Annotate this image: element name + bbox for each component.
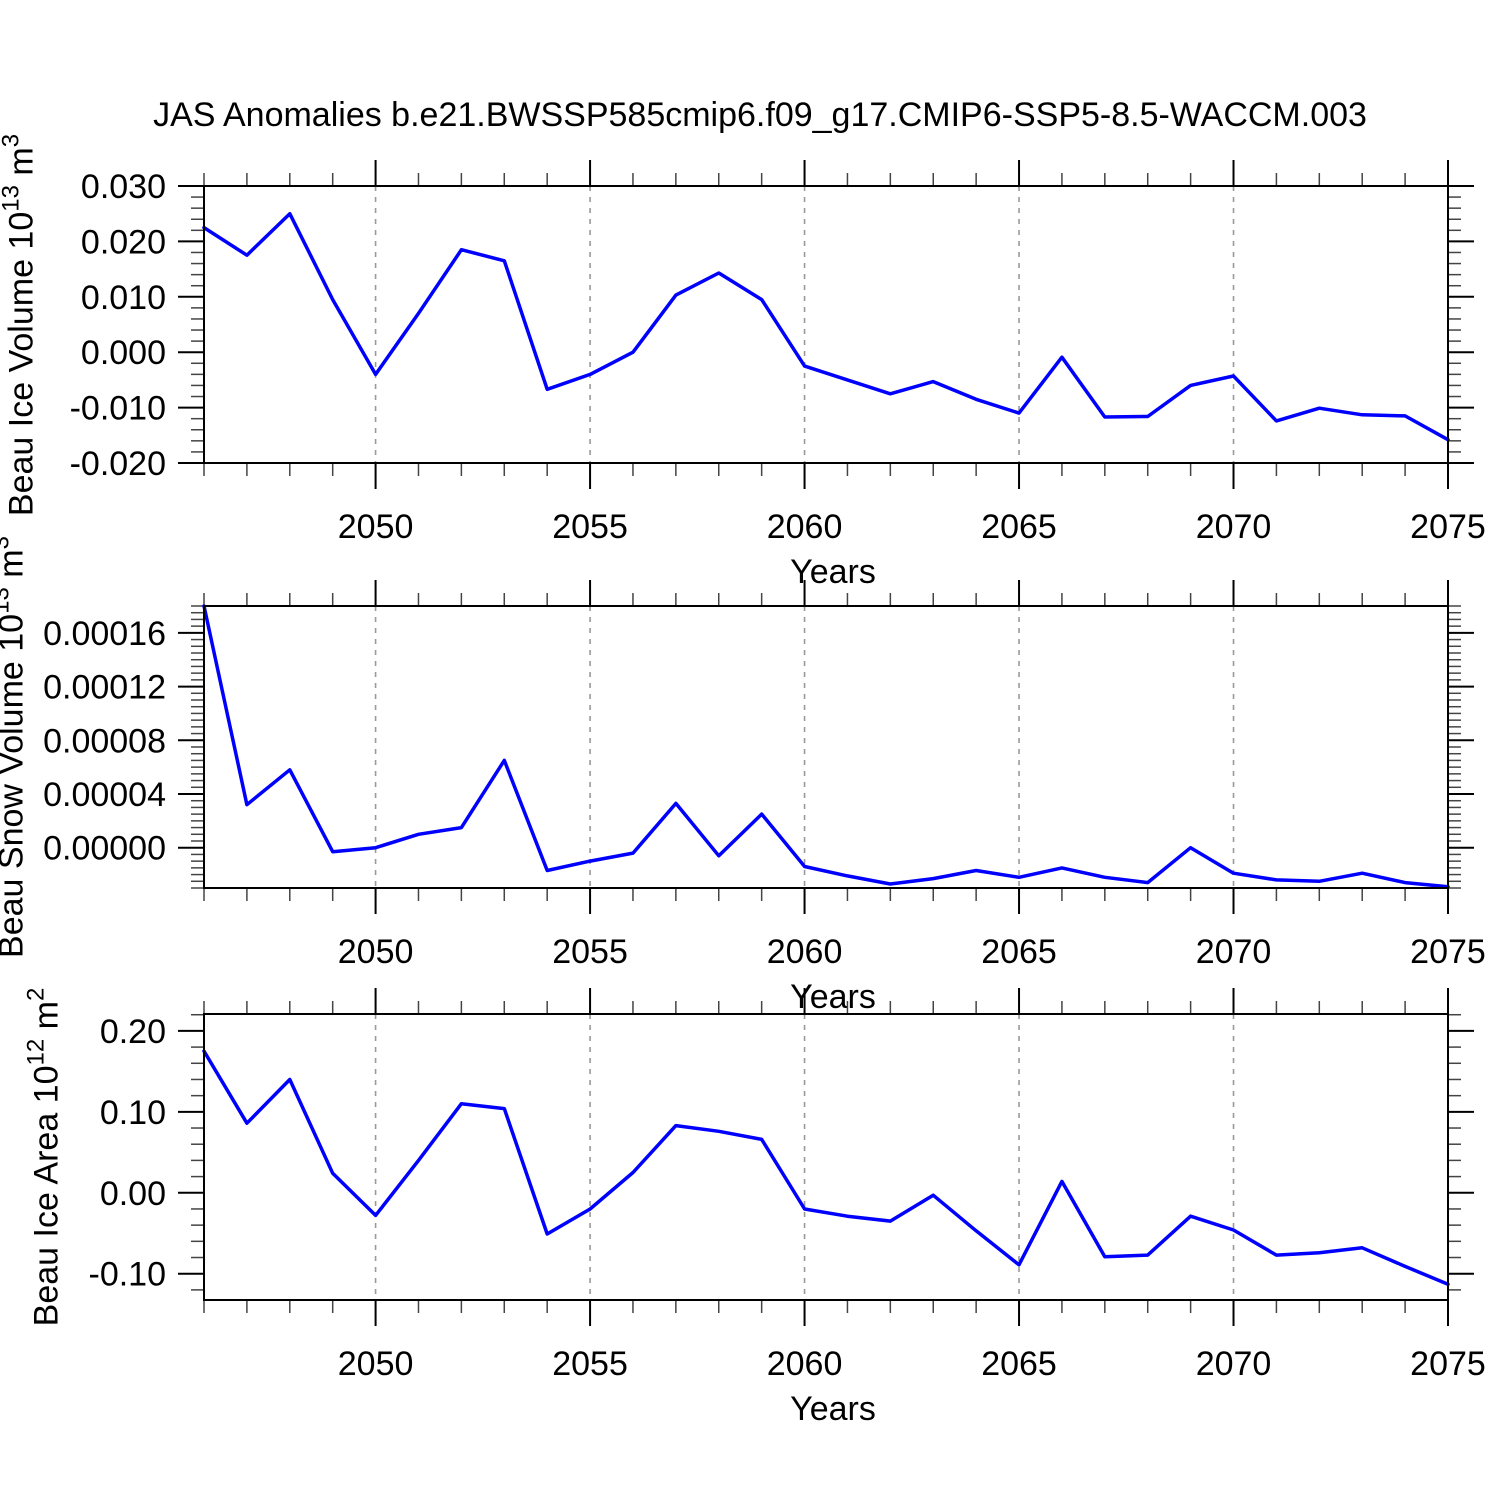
x-tick-label: 2050 — [338, 933, 414, 971]
plot-frame — [203, 1013, 1449, 1301]
exponent: 13 — [0, 587, 15, 614]
y-tick-label: 0.20 — [100, 1013, 166, 1051]
x-axis-label: Years — [790, 553, 876, 591]
plot-title: JAS Anomalies b.e21.BWSSP585cmip6.f09_g1… — [153, 96, 1367, 134]
y-tick-label: 0.000 — [81, 334, 166, 372]
x-tick-label: 2075 — [1410, 508, 1486, 546]
x-tick-label: 2065 — [981, 508, 1057, 546]
y-tick-label: 0.00 — [100, 1175, 166, 1213]
x-tick-label: 2055 — [552, 1345, 628, 1383]
y-tick-label: -0.020 — [70, 445, 166, 483]
y-tick-label: 0.10 — [100, 1094, 166, 1132]
x-tick-label: 2070 — [1196, 1345, 1272, 1383]
y-tick-label: 0.00004 — [43, 776, 166, 814]
chart-beau-ice-volume: 0.030 0.020 0.010 0.000 -0.010 -0.020 2050 2055… — [70, 160, 1486, 591]
plot-frame — [203, 605, 1449, 889]
y-tick-label: -0.010 — [70, 390, 166, 428]
chart-beau-ice-area: 0.20 0.10 0.00 -0.10 2050 2055 2060 2065 2070 207… — [89, 988, 1486, 1428]
exponent: 3 — [0, 536, 15, 549]
x-tick-label: 2075 — [1410, 933, 1486, 971]
data-line — [202, 211, 1450, 442]
plot-frame — [203, 185, 1449, 464]
x-tick-label: 2060 — [767, 508, 843, 546]
y-tick-label: 0.030 — [81, 168, 166, 206]
y-tick-label: 0.00008 — [43, 722, 166, 760]
exponent: 12 — [22, 1038, 50, 1066]
y-tick-label: 0.010 — [81, 279, 166, 317]
y-axis-label-beau-ice-volume: Beau Ice Volume 1013 m3 — [0, 133, 42, 515]
x-tick-label: 2075 — [1410, 1345, 1486, 1383]
y-tick-label: 0.00000 — [43, 830, 166, 868]
x-tick-label: 2050 — [338, 508, 414, 546]
x-axis-label: Years — [790, 978, 876, 1016]
x-tick-label: 2065 — [981, 1345, 1057, 1383]
exponent: 13 — [0, 184, 25, 212]
y-tick-label: 0.020 — [81, 223, 166, 261]
y-axis-label-beau-ice-area: Beau Ice Area 1012 m2 — [22, 987, 66, 1327]
x-tick-label: 2070 — [1196, 508, 1272, 546]
x-tick-label: 2060 — [767, 1345, 843, 1383]
x-tick-label: 2065 — [981, 933, 1057, 971]
y-tick-label: 0.00016 — [43, 615, 166, 653]
exponent: 3 — [0, 133, 25, 147]
y-axis-label-beau-snow-volume: Beau Snow Volume 1013 m3 — [0, 536, 32, 958]
data-line — [202, 1049, 1450, 1286]
x-tick-label: 2050 — [338, 1345, 414, 1383]
x-tick-label: 2055 — [552, 508, 628, 546]
exponent: 2 — [22, 987, 50, 1001]
x-tick-label: 2055 — [552, 933, 628, 971]
x-axis-label: Years — [790, 1390, 876, 1428]
x-tick-label: 2060 — [767, 933, 843, 971]
data-line — [202, 604, 1450, 889]
y-tick-label: -0.10 — [89, 1256, 167, 1294]
chart-beau-snow-volume: 0.00016 0.00012 0.00008 0.00004 0.00000 2050 2… — [43, 580, 1486, 1016]
x-tick-label: 2070 — [1196, 933, 1272, 971]
y-tick-label: 0.00012 — [43, 669, 166, 707]
